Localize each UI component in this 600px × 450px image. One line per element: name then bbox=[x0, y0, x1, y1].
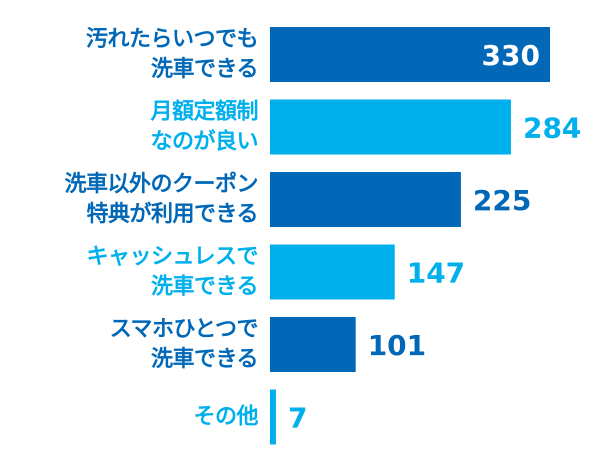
category-label-6-line-1: その他 bbox=[193, 405, 258, 430]
category-label-4-line-2: 洗車できる bbox=[151, 275, 258, 300]
bar-1 bbox=[270, 27, 550, 82]
value-label-6: 7 bbox=[288, 402, 307, 435]
bar-6 bbox=[270, 389, 276, 445]
category-label-1-line-2: 洗車できる bbox=[151, 57, 258, 82]
category-label-2-line-2: なのが良い bbox=[150, 129, 258, 155]
bar-5 bbox=[270, 317, 356, 372]
value-label-2: 284 bbox=[523, 112, 581, 145]
bar-3 bbox=[270, 172, 461, 227]
category-label-3-line-2: 特典が利用できる bbox=[86, 201, 258, 227]
category-label-5-line-2: 洗車できる bbox=[151, 347, 258, 372]
value-label-4: 147 bbox=[407, 257, 465, 290]
bar-2 bbox=[270, 99, 511, 155]
category-label-2-line-1: 月額定額制 bbox=[149, 99, 258, 125]
category-label-3-line-1: 洗車以外のクーポン bbox=[64, 171, 258, 197]
value-label-1: 330 bbox=[482, 39, 540, 72]
category-label-4-line-1: キャッシュレスで bbox=[86, 245, 258, 270]
bar-4 bbox=[270, 244, 395, 300]
category-label-1-line-1: 汚れたらいつでも bbox=[86, 27, 258, 52]
value-label-5: 101 bbox=[368, 329, 426, 362]
category-label-5-line-1: スマホひとつで bbox=[110, 317, 258, 342]
value-label-3: 225 bbox=[473, 184, 531, 217]
